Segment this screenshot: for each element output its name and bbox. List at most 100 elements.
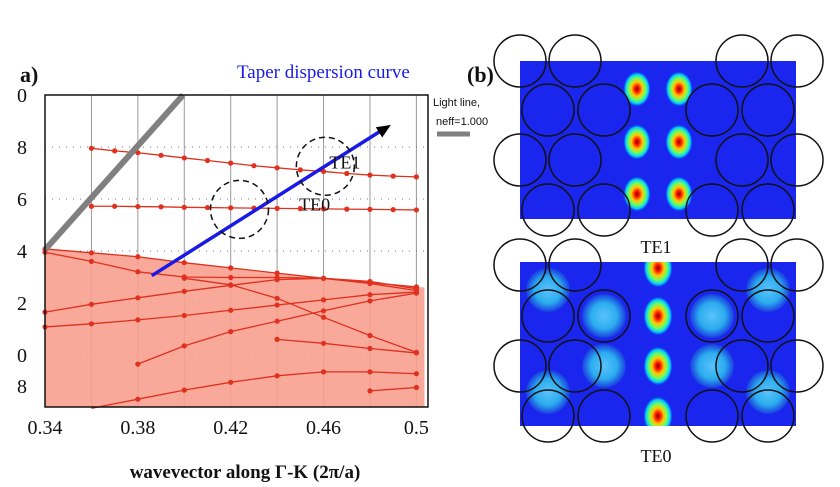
band-point [367, 345, 373, 352]
field-glow [690, 294, 734, 338]
x-tick-label: 0.34 [28, 417, 63, 439]
hole-outline [741, 389, 795, 443]
band-point [320, 206, 327, 212]
band-point [181, 387, 187, 393]
band-point [135, 254, 141, 260]
field-lobe [643, 346, 673, 386]
band-point [88, 321, 95, 327]
hole-outline [770, 238, 824, 292]
band-point [181, 343, 187, 349]
field-map-te1-background [520, 61, 796, 219]
band-point [228, 265, 234, 271]
band-point [274, 318, 280, 324]
band-point [390, 173, 396, 179]
band-point [88, 203, 95, 209]
band-point [135, 361, 141, 367]
hole-outline [685, 289, 739, 343]
hole-outline [770, 34, 824, 88]
band-line-7 [184, 277, 417, 354]
hole-outline [548, 133, 602, 187]
band-point [274, 205, 280, 211]
band-point [344, 170, 350, 177]
plot-frame [44, 94, 429, 408]
y-tick-label: 8 [17, 137, 27, 159]
band-point [158, 204, 164, 210]
band-point [204, 204, 211, 211]
y-tick-label: 0 [17, 85, 27, 107]
hole-outline [685, 83, 739, 137]
field-map-te1-title: TE1 [641, 237, 672, 257]
band-point [320, 369, 327, 375]
panel-label-b: (b) [467, 62, 494, 87]
field-glow [582, 294, 626, 338]
hole-outline [577, 289, 631, 343]
panel-label-a: a) [20, 62, 39, 87]
hole-outline [770, 133, 824, 187]
band-point [88, 250, 95, 256]
light-line-legend-line1: Light line, [433, 97, 480, 109]
te1-field-spots [623, 71, 693, 212]
band-line-9 [91, 371, 417, 409]
hole-outline [715, 133, 769, 187]
y-tick-label: 6 [17, 189, 27, 211]
band-point [367, 369, 373, 375]
band-point [112, 148, 118, 154]
hole-outline [521, 389, 575, 443]
band-point [251, 163, 257, 169]
band-point [274, 270, 280, 276]
hole-outline [577, 389, 631, 443]
field-lobe [643, 296, 673, 336]
band-point [274, 302, 280, 308]
crossing-circle-te0 [209, 179, 270, 240]
hole-outline [493, 34, 547, 88]
hole-outline [493, 339, 547, 393]
band-point [320, 168, 327, 175]
field-map-te0 [493, 238, 824, 443]
band-point [88, 145, 95, 151]
hole-outline [770, 339, 824, 393]
field-map-te1 [493, 34, 824, 237]
hole-outline [493, 238, 547, 292]
band-point [413, 290, 419, 296]
hole-outline [715, 238, 769, 292]
band-point [181, 155, 187, 161]
te0-annotation: TE0 [299, 195, 330, 215]
band-point [181, 275, 187, 281]
field-glow [746, 370, 790, 414]
band-point [413, 371, 419, 377]
band-point [390, 207, 396, 213]
y-tick-label: 4 [17, 241, 27, 263]
band-point [413, 384, 419, 391]
band-point [181, 260, 187, 266]
te1-holes [493, 34, 824, 237]
band-series [42, 145, 419, 409]
hole-outline [577, 183, 631, 237]
band-point [228, 274, 234, 281]
hole-outline [548, 339, 602, 393]
field-map-te0-title: TE0 [641, 446, 672, 466]
y-tick-label: 8 [17, 376, 27, 398]
band-point [135, 396, 141, 402]
field-lobe [665, 124, 693, 160]
hole-outline [715, 34, 769, 88]
band-point [181, 312, 187, 319]
y-tick-label: 2 [17, 293, 27, 315]
hole-outline [493, 133, 547, 187]
taper-label: Taper dispersion curve [237, 62, 410, 83]
hole-outline [741, 83, 795, 137]
band-point [274, 373, 280, 379]
field-lobe [643, 262, 673, 288]
band-point [367, 206, 373, 212]
field-glow [582, 344, 626, 388]
band-point [320, 314, 327, 320]
band-point [88, 301, 95, 307]
band-point [135, 269, 141, 275]
band-point [228, 307, 234, 313]
x-axis-label: wavevector along Γ-K (2π/a) [130, 462, 361, 483]
light-line-legend-line2: neff=1.000 [436, 116, 488, 128]
band-point [181, 288, 187, 294]
y-tick-labels: 8 0 2 4 6 8 0 [17, 85, 27, 398]
band-point [228, 329, 234, 335]
band-point [297, 167, 303, 173]
